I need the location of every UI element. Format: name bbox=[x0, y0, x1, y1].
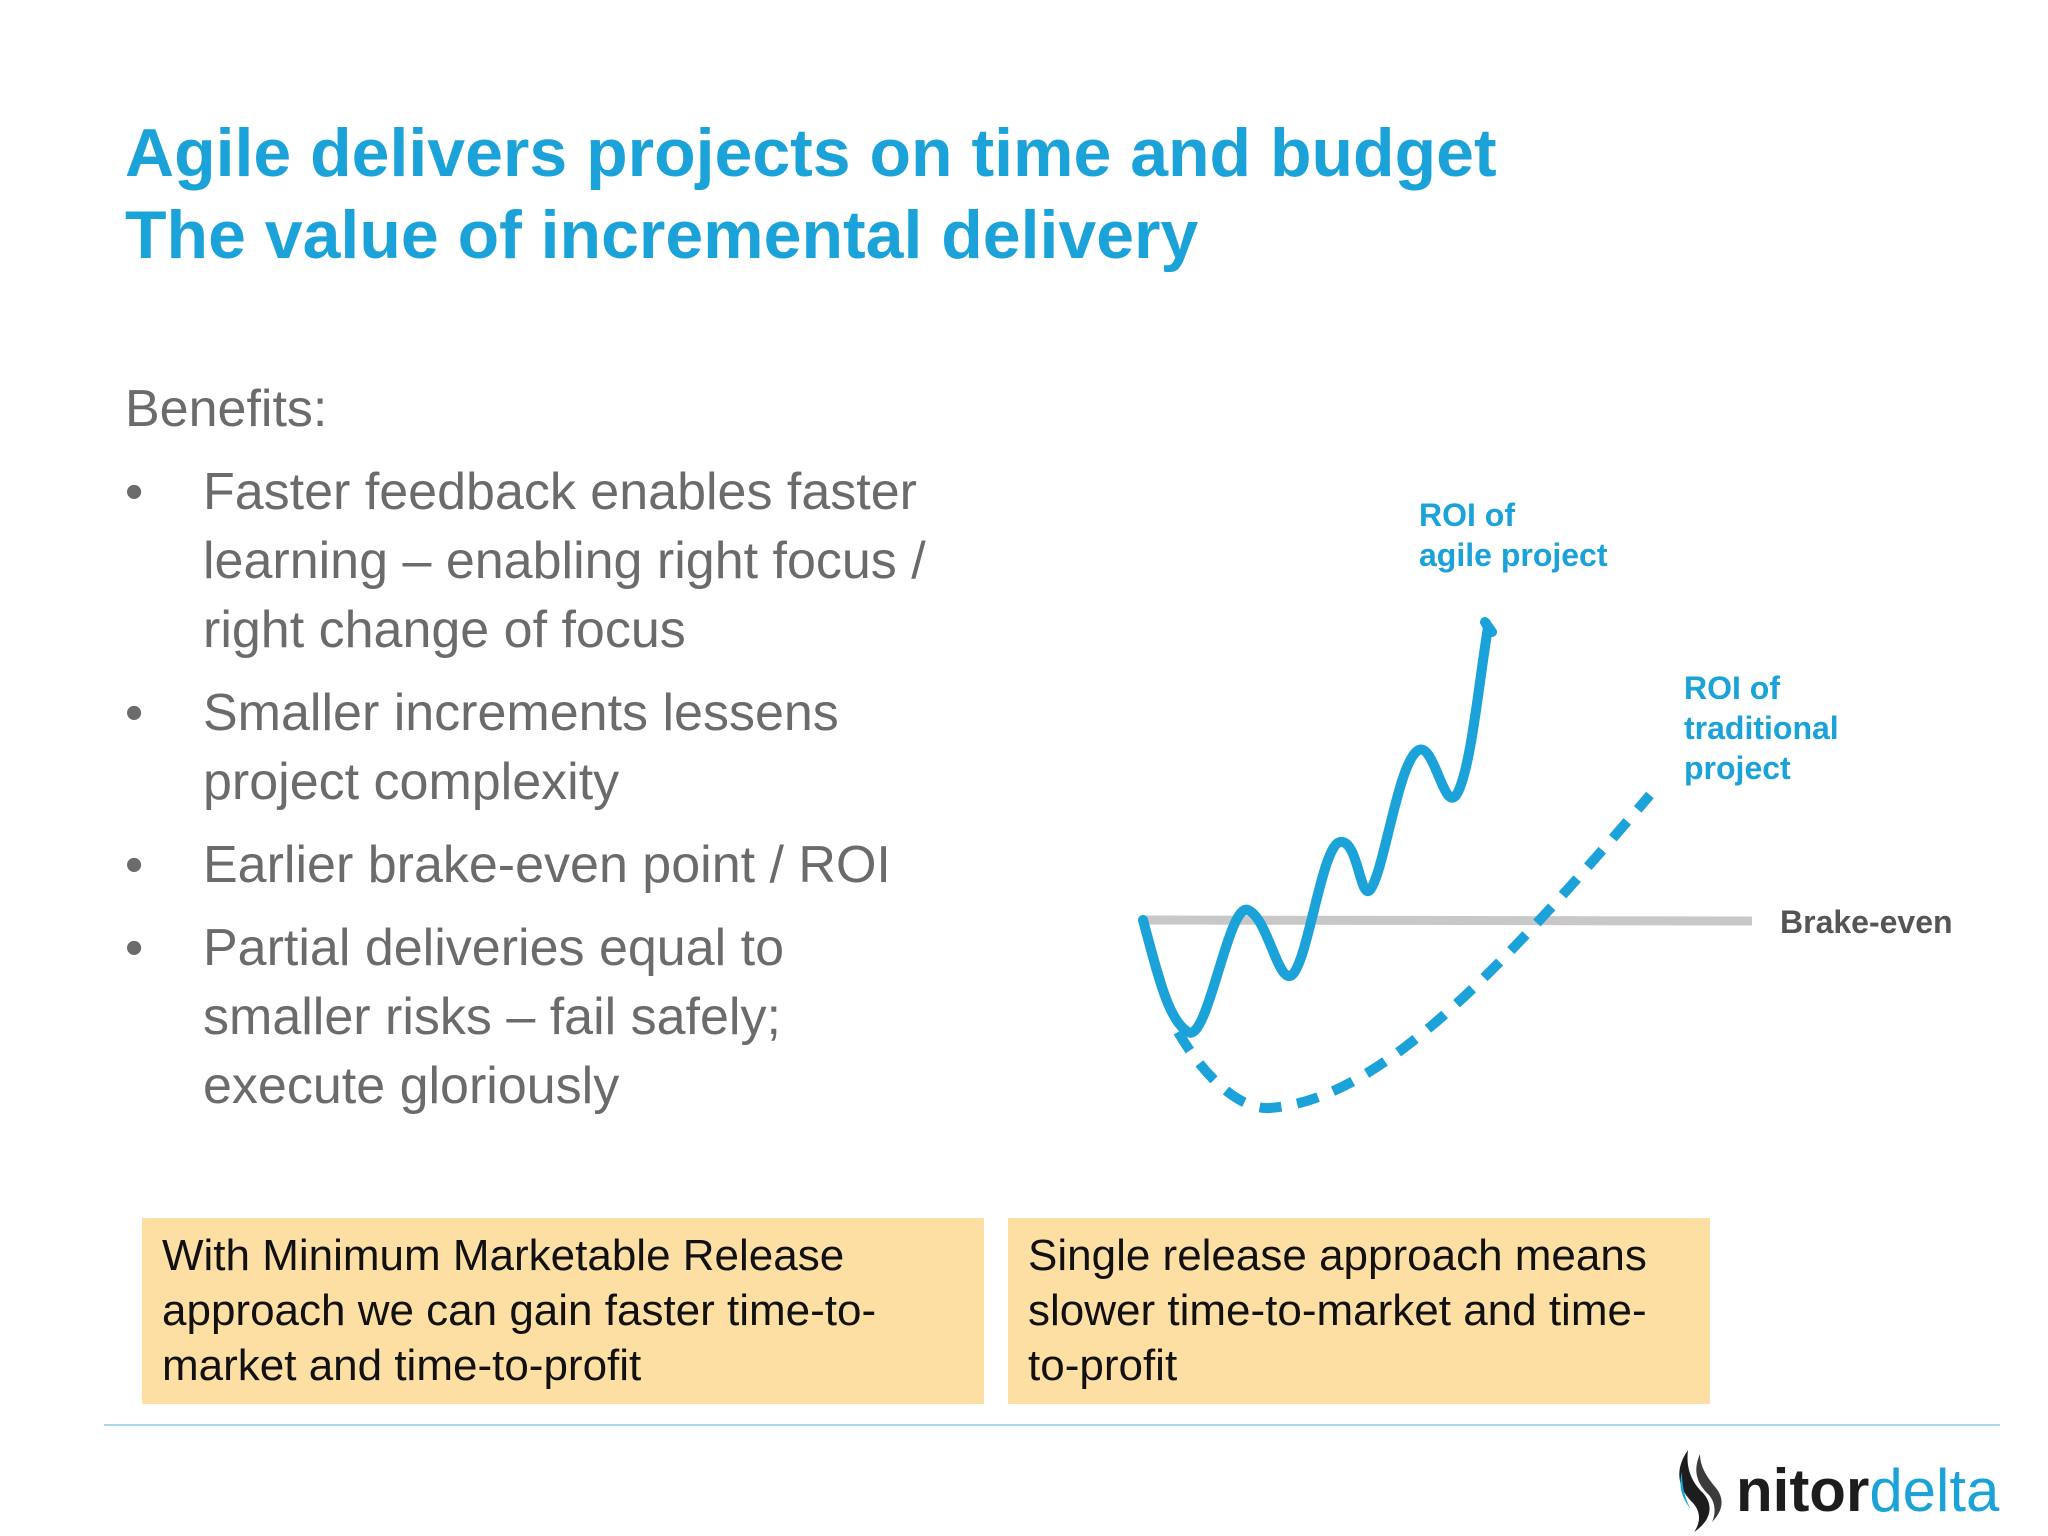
benefit-item: • Partial deliveries equal to smaller ri… bbox=[125, 914, 1045, 1121]
traditional-label-line-2: traditional bbox=[1684, 710, 1839, 746]
benefits-section: Benefits: • Faster feedback enables fast… bbox=[125, 375, 1045, 1135]
bullet: • bbox=[125, 836, 144, 894]
benefit-line: Earlier brake-even point / ROI bbox=[203, 836, 891, 894]
benefit-item: • Smaller increments lessens project com… bbox=[125, 679, 1045, 817]
title-line-1: Agile delivers projects on time and budg… bbox=[125, 115, 1497, 191]
callout-line: approach we can gain faster time-to- bbox=[162, 1286, 877, 1335]
slide-title: Agile delivers projects on time and budg… bbox=[125, 112, 1497, 276]
traditional-label-line-3: project bbox=[1684, 750, 1791, 786]
bullet: • bbox=[125, 463, 144, 521]
benefit-line: smaller risks – fail safely; bbox=[203, 988, 781, 1046]
roi-diagram: ROI of agile project ROI of traditional … bbox=[1138, 497, 1953, 1114]
benefit-line: Partial deliveries equal to bbox=[203, 919, 784, 977]
benefit-line: Smaller increments lessens bbox=[203, 684, 839, 742]
breakeven-line bbox=[1142, 915, 1753, 926]
nitor-delta-logo: nitordelta bbox=[1672, 1448, 2012, 1534]
benefit-line: Faster feedback enables faster bbox=[203, 463, 917, 521]
benefits-heading: Benefits: bbox=[125, 380, 328, 438]
agile-roi-line bbox=[1138, 622, 1493, 1038]
agile-roi-arrowhead bbox=[1480, 617, 1497, 637]
traditional-roi-line bbox=[1173, 791, 1654, 1114]
agile-label: ROI of agile project bbox=[1419, 497, 1608, 573]
benefit-line: execute gloriously bbox=[203, 1057, 620, 1115]
callout-line: to-profit bbox=[1028, 1341, 1178, 1390]
callout-mmr: With Minimum Marketable Release approach… bbox=[142, 1218, 984, 1404]
callout-single-release: Single release approach means slower tim… bbox=[1008, 1218, 1710, 1404]
benefit-line: learning – enabling right focus / bbox=[203, 532, 926, 590]
traditional-label: ROI of traditional project bbox=[1684, 670, 1848, 786]
agile-label-line-2: agile project bbox=[1419, 537, 1608, 573]
callout-line: slower time-to-market and time- bbox=[1028, 1286, 1647, 1335]
title-line-2: The value of incremental delivery bbox=[125, 197, 1199, 273]
callout-line: market and time-to-profit bbox=[162, 1341, 642, 1390]
benefit-item: • Faster feedback enables faster learnin… bbox=[125, 458, 1045, 665]
benefit-line: right change of focus bbox=[203, 601, 686, 659]
bullet: • bbox=[125, 919, 144, 977]
agile-label-line-1: ROI of bbox=[1419, 497, 1515, 533]
flame-logo-icon bbox=[1679, 1450, 1722, 1532]
logo-text-delta: delta bbox=[1869, 1457, 2000, 1524]
benefit-list: • Faster feedback enables faster learnin… bbox=[125, 458, 1045, 1121]
footer-divider bbox=[104, 1424, 2000, 1426]
logo-wordmark: nitordelta bbox=[1736, 1456, 1999, 1526]
benefit-item: • Earlier brake-even point / ROI bbox=[125, 831, 1045, 900]
breakeven-label: Brake-even bbox=[1780, 904, 1953, 940]
callout-line: With Minimum Marketable Release bbox=[162, 1231, 845, 1280]
logo-text-nitor: nitor bbox=[1736, 1457, 1870, 1524]
benefit-line: project complexity bbox=[203, 753, 620, 811]
traditional-label-line-1: ROI of bbox=[1684, 670, 1780, 706]
callout-line: Single release approach means bbox=[1028, 1231, 1647, 1280]
bullet: • bbox=[125, 684, 144, 742]
